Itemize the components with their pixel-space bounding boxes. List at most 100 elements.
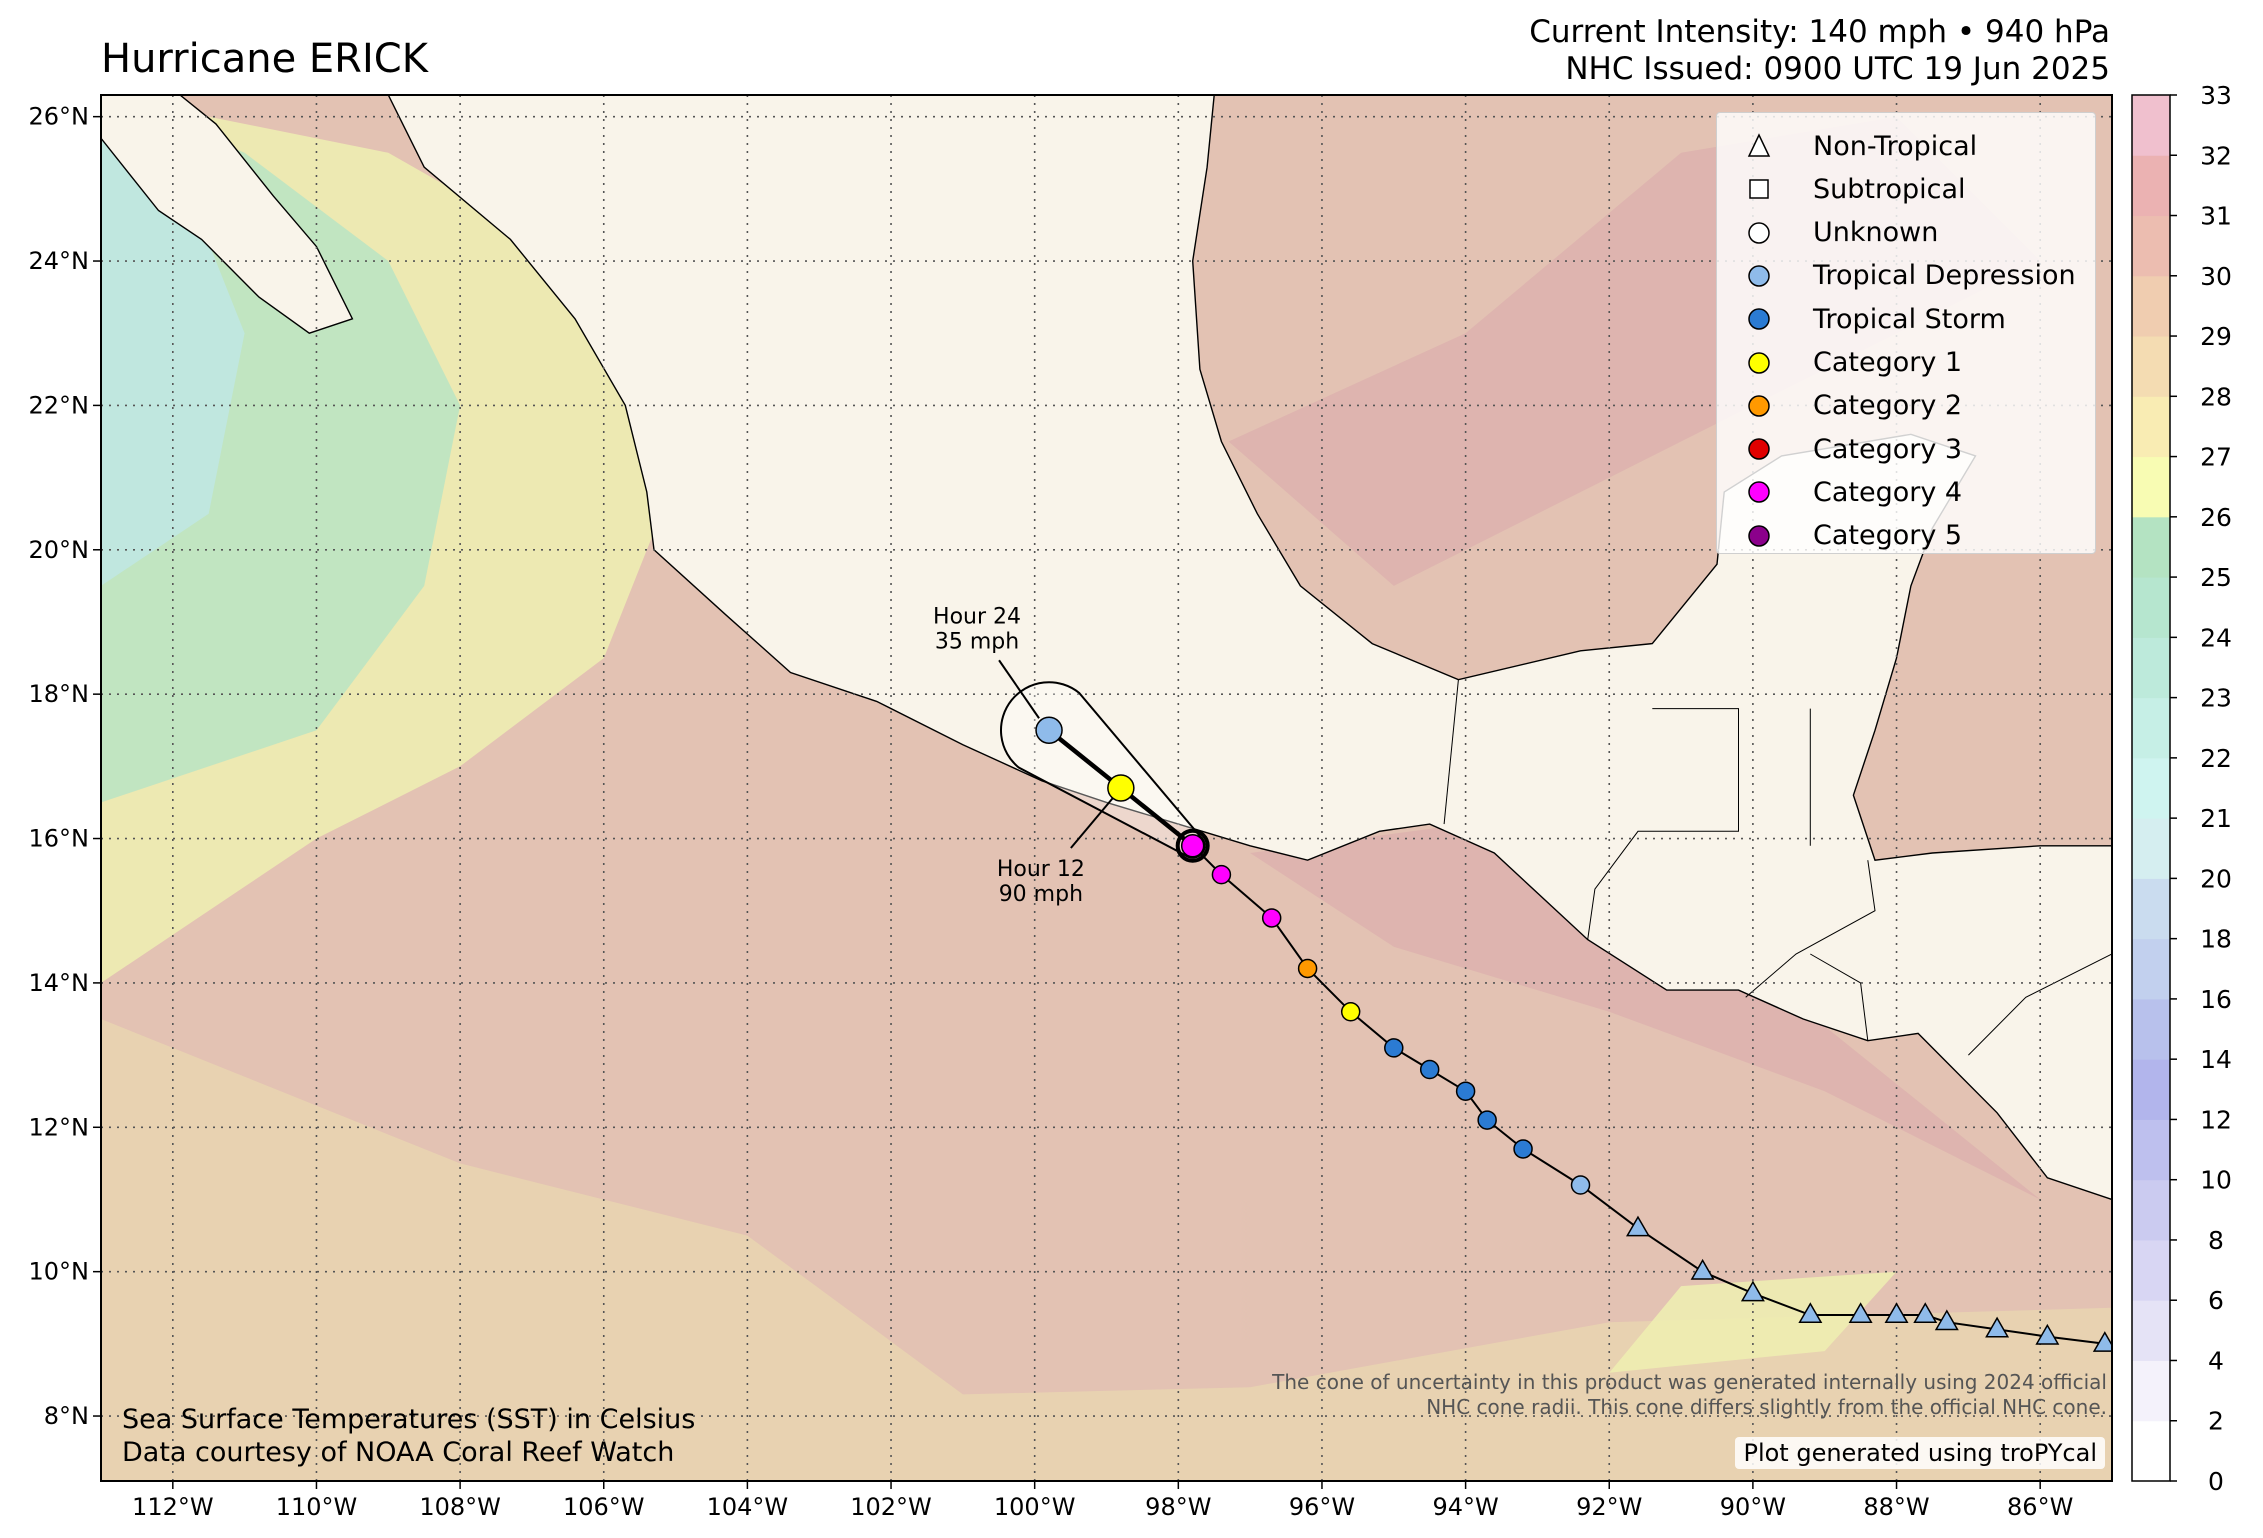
- colorbar-segment: [2132, 95, 2170, 156]
- observed-point-10: [1625, 1215, 1650, 1237]
- colorbar-segment: [2132, 1239, 2170, 1301]
- observed-point-5: [1884, 1302, 1909, 1324]
- lon-tick-label: 112°W: [132, 1493, 214, 1521]
- colorbar-segment: [2132, 818, 2170, 879]
- legend-item-unknown: Unknown: [1739, 213, 1938, 253]
- colorbar-tick-label: 29: [2200, 322, 2232, 351]
- cone-note-line2: NHC cone radii. This cone differs slight…: [1426, 1395, 2107, 1419]
- colorbar-tick-label: 12: [2200, 1105, 2232, 1134]
- observed-point-13: [1477, 1110, 1497, 1130]
- sst-colorbar: 0246810121416182021222324252627282930313…: [2131, 81, 2232, 1496]
- legend-label: Category 1: [1813, 347, 1963, 378]
- observed-point-12: [1513, 1139, 1533, 1159]
- lat-tick-label: 24°N: [29, 247, 90, 275]
- colorbar-tick-label: 18: [2200, 925, 2232, 954]
- colorbar-tick-label: 20: [2200, 864, 2232, 893]
- observed-point-9: [1690, 1258, 1715, 1280]
- colorbar-tick-label: 6: [2208, 1286, 2224, 1315]
- legend-item-tropical-depression: Tropical Depression: [1739, 256, 2076, 296]
- colorbar-tick-label: 26: [2200, 503, 2232, 532]
- mexico-central-america-land: [101, 95, 2112, 1201]
- circle-icon: [1748, 438, 1770, 460]
- sst-patch-yellow-south: [1609, 1271, 1897, 1373]
- colorbar-segment: [2132, 1179, 2170, 1241]
- lat-tick-label: 16°N: [29, 825, 90, 853]
- circle-icon: [1748, 308, 1770, 330]
- legend-label: Non-Tropical: [1813, 130, 1978, 162]
- observed-point-1: [2035, 1323, 2060, 1345]
- map-title: Hurricane ERICK: [101, 36, 428, 82]
- legend-item-category-1: Category 1: [1739, 343, 1962, 383]
- colorbar-tick-label: 31: [2200, 202, 2232, 231]
- colorbar-tick-label: 4: [2208, 1346, 2224, 1375]
- legend-item-non-tropical: Non-Tropical: [1739, 126, 1977, 166]
- colorbar-tick-label: 24: [2200, 623, 2232, 652]
- country-border-5: [1968, 953, 2112, 1056]
- lat-tick-label: 18°N: [29, 680, 90, 708]
- observed-point-0: [2092, 1331, 2112, 1352]
- lon-tick-label: 98°W: [1145, 1493, 1211, 1521]
- lon-tick-label: 104°W: [707, 1493, 789, 1521]
- observed-point-8: [1740, 1280, 1765, 1302]
- colorbar-segment: [2132, 336, 2170, 397]
- observed-point-20: [1211, 864, 1232, 885]
- observed-point-17: [1340, 1002, 1361, 1022]
- colorbar-segment: [2132, 1300, 2170, 1361]
- triangle-icon: [1747, 133, 1771, 157]
- lon-tick-label: 110°W: [276, 1493, 358, 1521]
- legend-label: Subtropical: [1813, 173, 1966, 205]
- sst-note: Sea Surface Temperatures (SST) in Celsiu…: [122, 1403, 695, 1469]
- sst-note-line1: Sea Surface Temperatures (SST) in Celsiu…: [122, 1404, 696, 1435]
- lon-tick-label: 96°W: [1289, 1493, 1355, 1521]
- country-border-1: [1587, 708, 1739, 940]
- lon-tick-label: 92°W: [1576, 1493, 1642, 1521]
- legend: Non-Tropical Subtropical Unknown Tropical D…: [1716, 112, 2096, 554]
- observed-point-16: [1384, 1038, 1404, 1058]
- observed-point-3: [1934, 1309, 1959, 1331]
- observed-point-11: [1570, 1175, 1591, 1195]
- country-border-4: [1810, 953, 1869, 1041]
- observed-point-18: [1297, 958, 1318, 979]
- intensity-block: Current Intensity: 140 mph • 940 hPa NHC…: [1529, 14, 2110, 88]
- forecast-point-hour12: [1107, 774, 1135, 802]
- colorbar-segment: [2132, 155, 2170, 217]
- hour24-speed: 35 mph: [935, 629, 1019, 654]
- lon-tick-label: 94°W: [1432, 1493, 1498, 1521]
- observed-point-15: [1419, 1059, 1440, 1080]
- colorbar-tick-label: 2: [2208, 1407, 2224, 1436]
- cone-note: The cone of uncertainty in this product …: [1272, 1370, 2107, 1420]
- hour12-speed: 90 mph: [999, 882, 1083, 907]
- land-masses: [101, 95, 2112, 1201]
- colorbar-tick-label: 27: [2200, 443, 2232, 472]
- legend-label: Category 5: [1813, 520, 1963, 552]
- legend-item-category-3: Category 3: [1739, 429, 1962, 469]
- colorbar-frame: [2131, 94, 2171, 1482]
- circle-icon: [1748, 481, 1770, 504]
- legend-item-tropical-storm: Tropical Storm: [1739, 299, 2006, 339]
- latitude-axis: 8°N 10°N 12°N 14°N 16°N 18°N 20°N 22°N 24°N 26°N: [29, 103, 101, 1430]
- colorbar-segment: [2132, 1119, 2170, 1181]
- colorbar-tick-label: 16: [2200, 985, 2232, 1014]
- lon-tick-label: 106°W: [563, 1493, 645, 1521]
- colorbar-tick-label: 10: [2200, 1166, 2232, 1195]
- sst-patch-south: [101, 1019, 2112, 1481]
- lon-tick-label: 108°W: [419, 1493, 501, 1521]
- colorbar-segment: [2132, 1059, 2170, 1120]
- square-icon: [1749, 179, 1769, 200]
- legend-item-category-5: Category 5: [1739, 516, 1962, 556]
- sst-patch-hot-coastal: [1250, 824, 2041, 1200]
- legend-item-category-2: Category 2: [1739, 386, 1962, 426]
- colorbar-segment: [2132, 577, 2170, 638]
- colorbar-tick-label: 22: [2200, 744, 2232, 773]
- plot-credit: Plot generated using troPYcal: [1735, 1437, 2105, 1469]
- observed-point-6: [1848, 1302, 1873, 1324]
- current-position-ring: [1175, 828, 1210, 863]
- legend-label: Tropical Storm: [1813, 303, 2006, 335]
- colorbar-segment: [2132, 396, 2170, 458]
- lon-tick-label: 100°W: [994, 1493, 1076, 1521]
- colorbar-segment: [2132, 878, 2170, 940]
- longitude-axis: 112°W 110°W 108°W 106°W 104°W 102°W 100°W 98°W 9…: [132, 1481, 2073, 1521]
- observed-point-19: [1261, 908, 1282, 928]
- lon-tick-label: 86°W: [2007, 1493, 2073, 1521]
- observed-point-14: [1455, 1081, 1476, 1101]
